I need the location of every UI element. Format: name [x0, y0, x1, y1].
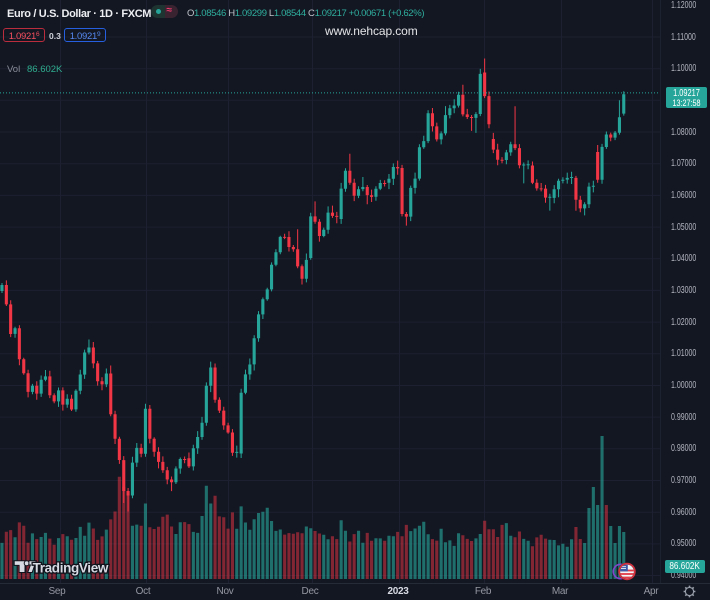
svg-text:TradingView: TradingView [33, 560, 109, 575]
